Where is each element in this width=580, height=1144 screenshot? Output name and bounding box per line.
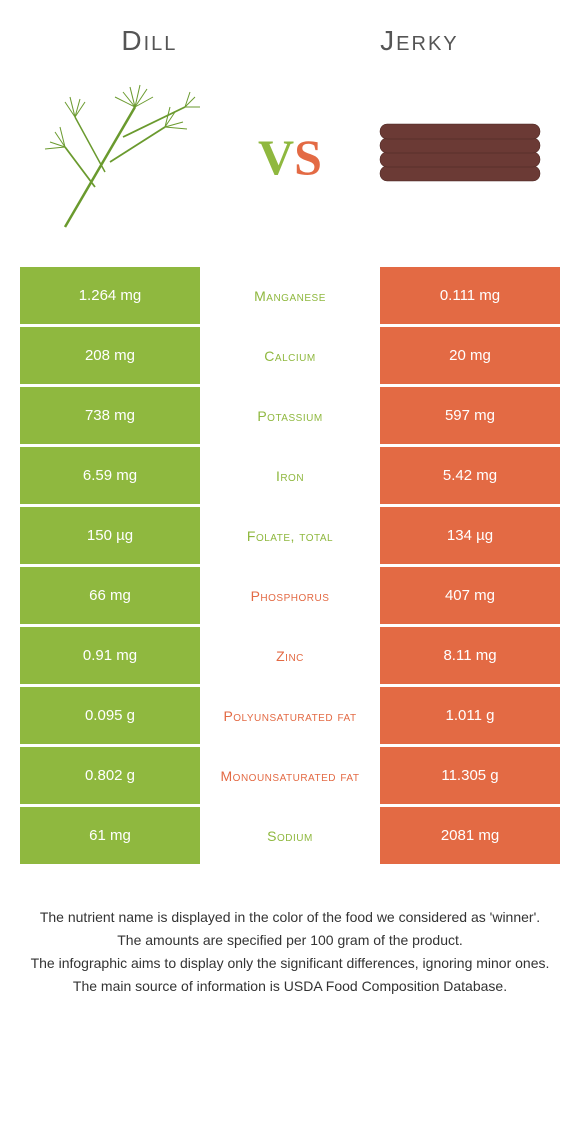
footnote-line: The main source of information is USDA F… [30,976,550,997]
right-value-cell: 0.111 mg [380,267,560,324]
left-value-cell: 208 mg [20,327,200,384]
table-row: 0.91 mgZinc8.11 mg [20,627,560,684]
left-value-cell: 0.802 g [20,747,200,804]
nutrient-label: Monounsaturated fat [200,747,380,804]
table-row: 150 µgFolate, total134 µg [20,507,560,564]
right-value-cell: 20 mg [380,327,560,384]
table-row: 0.095 gPolyunsaturated fat1.011 g [20,687,560,744]
left-value-cell: 0.91 mg [20,627,200,684]
nutrient-label: Phosphorus [200,567,380,624]
right-value-cell: 407 mg [380,567,560,624]
nutrient-label: Zinc [200,627,380,684]
left-value-cell: 0.095 g [20,687,200,744]
nutrient-label: Polyunsaturated fat [200,687,380,744]
table-row: 66 mgPhosphorus407 mg [20,567,560,624]
left-food-title: Dill [121,25,177,57]
footnote-line: The infographic aims to display only the… [30,953,550,974]
nutrient-label: Iron [200,447,380,504]
left-value-cell: 738 mg [20,387,200,444]
right-value-cell: 5.42 mg [380,447,560,504]
nutrient-label: Manganese [200,267,380,324]
right-value-cell: 11.305 g [380,747,560,804]
left-value-cell: 61 mg [20,807,200,864]
nutrient-table: 1.264 mgManganese0.111 mg208 mgCalcium20… [0,267,580,864]
table-row: 1.264 mgManganese0.111 mg [20,267,560,324]
right-value-cell: 1.011 g [380,687,560,744]
vs-label: VS [258,128,322,186]
dill-icon [35,77,205,237]
footnote: The nutrient name is displayed in the co… [0,867,580,997]
vs-v: V [258,129,294,185]
left-value-cell: 1.264 mg [20,267,200,324]
vs-s: S [294,129,322,185]
right-value-cell: 2081 mg [380,807,560,864]
footnote-line: The amounts are specified per 100 gram o… [30,930,550,951]
right-value-cell: 8.11 mg [380,627,560,684]
images-row: VS [0,67,580,267]
right-value-cell: 134 µg [380,507,560,564]
table-row: 208 mgCalcium20 mg [20,327,560,384]
jerky-image [370,77,550,237]
comparison-header: Dill Jerky [0,0,580,67]
nutrient-label: Calcium [200,327,380,384]
right-value-cell: 597 mg [380,387,560,444]
left-value-cell: 6.59 mg [20,447,200,504]
left-value-cell: 150 µg [20,507,200,564]
table-row: 61 mgSodium2081 mg [20,807,560,864]
footnote-line: The nutrient name is displayed in the co… [30,907,550,928]
nutrient-label: Folate, total [200,507,380,564]
right-food-title: Jerky [380,25,458,57]
table-row: 0.802 gMonounsaturated fat11.305 g [20,747,560,804]
table-row: 738 mgPotassium597 mg [20,387,560,444]
jerky-icon [375,112,545,202]
nutrient-label: Sodium [200,807,380,864]
dill-image [30,77,210,237]
left-value-cell: 66 mg [20,567,200,624]
nutrient-label: Potassium [200,387,380,444]
table-row: 6.59 mgIron5.42 mg [20,447,560,504]
